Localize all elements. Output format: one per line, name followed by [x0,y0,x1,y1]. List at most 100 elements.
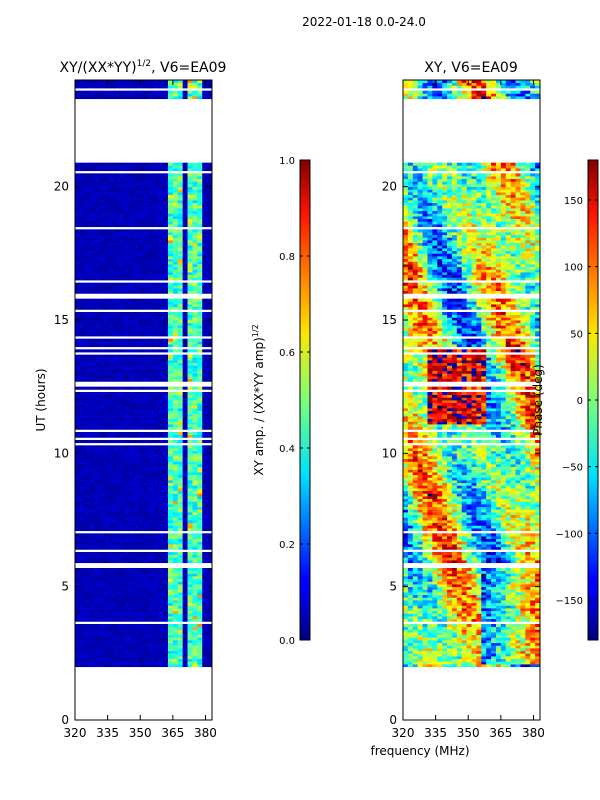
amp-cell [197,656,203,660]
amp-cell [202,237,208,241]
amp-cell [119,266,125,270]
amp-colorbar-ticks: 0.00.20.40.60.81.0 [279,156,310,647]
amp-cell [197,205,203,209]
amp-cell [89,184,95,188]
amp-cell [89,80,95,84]
amp-cell [94,485,100,489]
amp-cell [148,282,154,286]
amp-cell [197,506,203,510]
amp-cell [119,581,125,585]
amp-cell [133,386,140,390]
amp-cell [114,197,120,201]
amp-cell [207,632,212,636]
phase-cell [417,664,423,668]
amp-cell [84,469,91,473]
amp-cell [148,474,154,478]
amp-cell [79,90,86,94]
amp-cell [133,314,140,318]
phase-cell [407,661,414,665]
amp-cell [187,576,193,580]
amp-cell [182,557,188,561]
amp-cell [202,194,208,198]
amp-cell [84,464,91,468]
amp-cell [143,330,149,334]
amp-cell [158,362,164,366]
amp-cell [148,426,154,430]
amp-cell [138,90,144,94]
amp-cell [143,290,149,294]
amp-cell [207,258,212,262]
amp-cell [84,181,91,185]
amp-cell [104,424,110,428]
amp-cell [167,408,174,412]
amp-cell [192,632,198,636]
amp-cell [202,517,208,521]
amp-cell [114,498,120,502]
amp-cell [148,610,154,614]
amp-cell [99,498,105,502]
amp-cell [75,661,81,665]
amp-cell [89,330,95,334]
amp-cell [172,386,179,390]
amp-cell [207,552,212,556]
amp-cell [138,189,144,193]
amp-cell [138,570,144,574]
amp-cell [172,365,179,369]
amp-cell [133,181,140,185]
amp-cell [182,165,188,169]
amp-cell [94,424,100,428]
amp-cell [207,344,212,348]
amp-cell [197,616,203,620]
amp-cell [182,80,188,84]
amp-cell [192,581,198,585]
amp-cell [182,232,188,236]
amp-cell [84,312,91,316]
phase-cell [427,664,433,668]
amp-cell [187,626,193,630]
amp-cell [172,658,179,662]
amp-cell [94,386,100,390]
amp-cell [148,80,154,84]
amp-cell [109,426,115,430]
amp-cell [128,301,135,305]
amp-cell [177,512,184,516]
amp-cell [158,637,164,641]
amp-cell [109,496,115,500]
amp-cell [167,330,174,334]
amp-cell [172,637,179,641]
amp-cell [128,656,135,660]
amp-cell [119,626,125,630]
amp-cell [167,394,174,398]
amp-cell [104,202,110,206]
amp-cell [119,376,125,380]
amp-cell [128,445,135,449]
amp-cell [128,626,135,630]
amp-cell [202,605,208,609]
amp-cell [138,488,144,492]
amp-cell [182,594,188,598]
amp-cell [187,520,193,524]
amp-cell [153,426,159,430]
amp-cell [202,637,208,641]
amp-cell [148,434,154,438]
amp-cell [187,474,193,478]
amp-cell [104,490,110,494]
amp-cell [128,234,135,238]
amp-cell [109,277,115,281]
amp-cell [202,584,208,588]
amp-cell [123,256,130,260]
amp-cell [197,608,203,612]
amp-cell [177,205,184,209]
amp-cell [119,250,125,254]
amp-cell [133,274,140,278]
amp-cell [114,432,120,436]
amp-cell [167,85,174,89]
amp-cell [119,624,125,628]
amp-cell [79,637,86,641]
amp-cell [143,357,149,361]
amp-cell [138,320,144,324]
amp-cell [182,194,188,198]
amp-cell [104,613,110,617]
amp-cell [143,498,149,502]
amp-cell [114,637,120,641]
